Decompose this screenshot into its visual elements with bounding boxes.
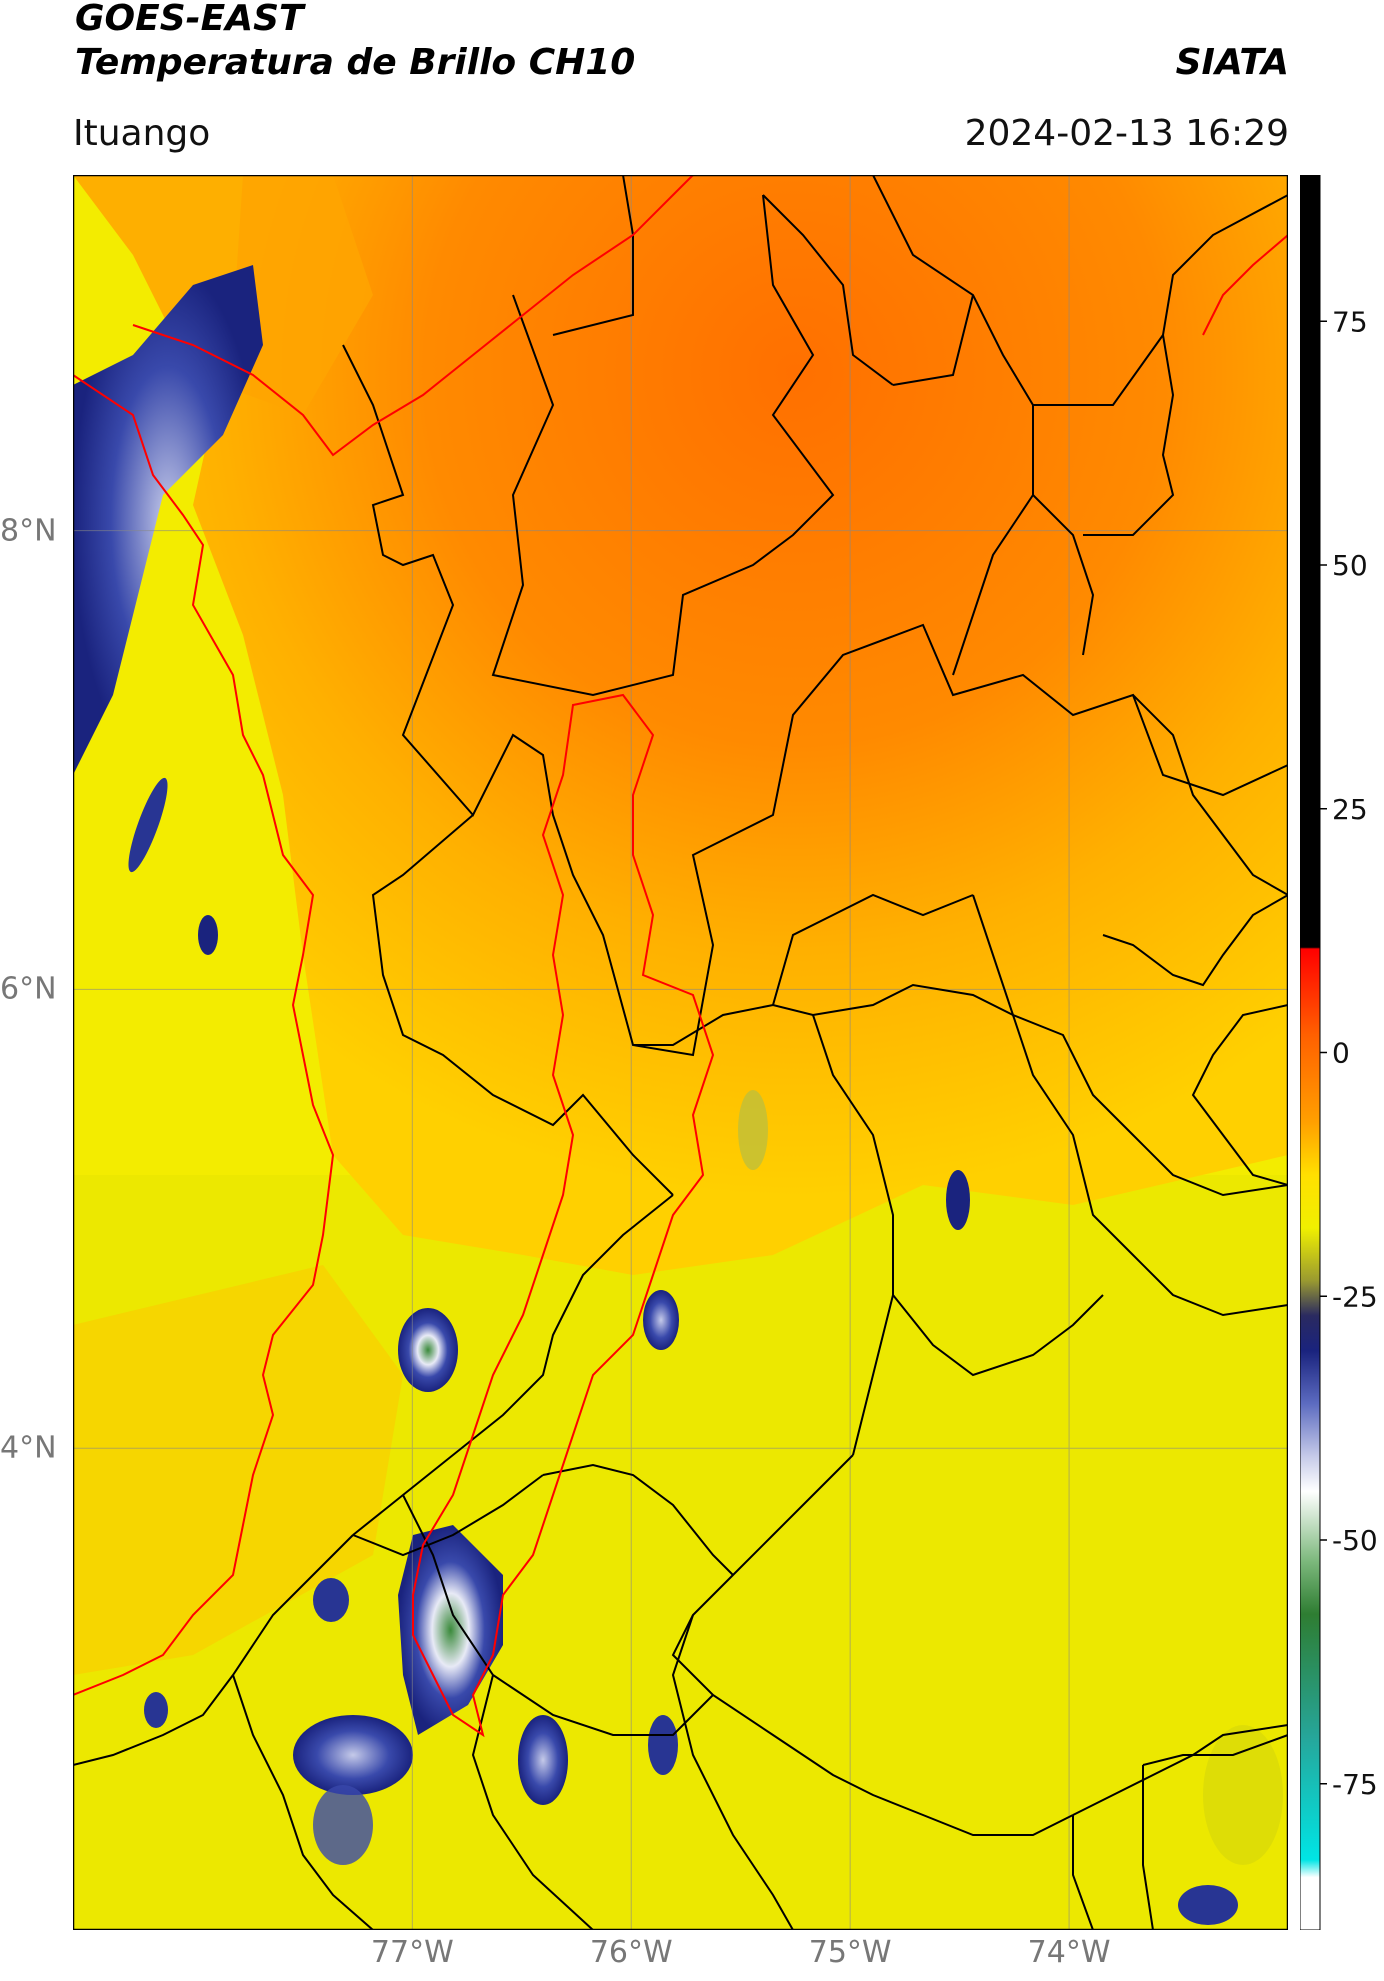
lon-tick-label: 75°W	[808, 1935, 892, 1970]
colorbar-tick-label: 0	[1332, 1037, 1350, 1070]
colorbar: 75 50 25 0 -25 -50 -75	[1300, 175, 1378, 1930]
cloud-near-76w-4n	[643, 1290, 679, 1350]
agency-label: SIATA	[1175, 42, 1289, 83]
lat-tick-label: 6°N	[0, 971, 57, 1007]
colorbar-tick-label: -75	[1332, 1768, 1378, 1801]
brightness-temperature-map	[73, 175, 1288, 1930]
product-title: Temperatura de Brillo CH10	[75, 42, 636, 83]
cloud-southeast	[1178, 1885, 1238, 1925]
graticule	[73, 175, 1288, 1930]
cloud-west-small	[198, 915, 218, 955]
cloud-central-east	[946, 1170, 970, 1230]
lon-tick-label: 77°W	[370, 1935, 454, 1970]
cloud-near-77w-4n	[398, 1308, 458, 1392]
lon-tick-label: 74°W	[1027, 1935, 1111, 1970]
cloud-south-west	[313, 1578, 349, 1622]
colorbar-tick-label: 25	[1332, 793, 1368, 826]
colorbar-tick-label: -50	[1332, 1524, 1378, 1557]
lat-tick-label: 4°N	[0, 1430, 57, 1466]
lat-tick-label: 8°N	[0, 513, 57, 549]
cloud-northwest	[73, 265, 263, 775]
department-borders	[73, 175, 1288, 1930]
coastline-and-basin	[73, 175, 1288, 1738]
region-label: Ituango	[73, 113, 211, 154]
colorbar-tick-label: 50	[1332, 549, 1368, 582]
cloud-south-central	[518, 1715, 568, 1805]
colorbar-tick-label: -25	[1332, 1280, 1378, 1313]
map-frame	[73, 175, 1288, 1930]
river-basin-outline	[412, 693, 715, 1738]
cloud-south-large	[398, 1525, 503, 1735]
colorbar-tick-label: 75	[1332, 305, 1368, 338]
colorbar-ticks: 75 50 25 0 -25 -50 -75	[1320, 305, 1378, 1801]
cloud-south-cluster	[293, 1715, 413, 1795]
timestamp-label: 2024-02-13 16:29	[964, 113, 1289, 154]
colorbar-gradient	[1300, 175, 1321, 1930]
satellite-title: GOES-EAST	[75, 0, 304, 39]
warm-land-region	[193, 175, 1288, 1275]
lon-tick-label: 76°W	[589, 1935, 673, 1970]
